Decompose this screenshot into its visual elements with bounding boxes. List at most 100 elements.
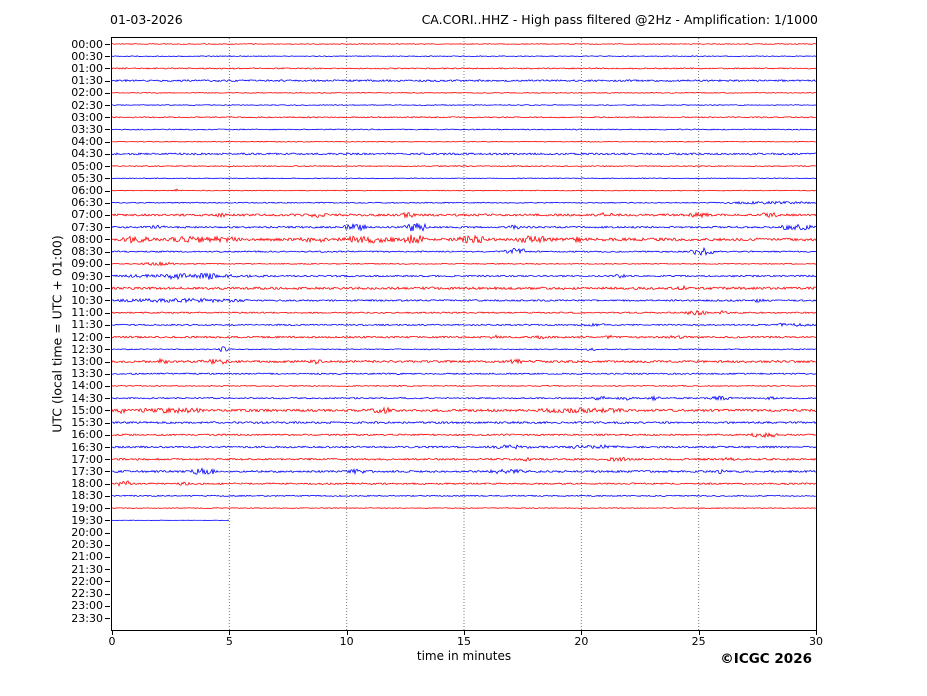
x-tick-label-15: 15	[457, 635, 471, 648]
row-label-02:30: 02:30	[71, 98, 103, 112]
y-tick-11:30	[105, 325, 110, 326]
trace-11:00	[112, 309, 816, 317]
row-label-01:00: 01:00	[71, 61, 103, 75]
row-label-20:30: 20:30	[71, 538, 103, 552]
row-label-17:00: 17:00	[71, 452, 103, 466]
y-tick-14:00	[105, 386, 110, 387]
x-tick-20	[581, 631, 582, 635]
y-tick-23:00	[105, 606, 110, 607]
row-label-03:00: 03:00	[71, 110, 103, 124]
trace-10:30	[112, 297, 816, 304]
row-label-11:00: 11:00	[71, 306, 103, 320]
figure-title: CA.CORI..HHZ - High pass filtered @2Hz -…	[421, 12, 818, 27]
y-tick-00:00	[105, 44, 110, 45]
y-tick-04:00	[105, 142, 110, 143]
trace-02:30	[112, 104, 816, 106]
y-tick-07:00	[105, 215, 110, 216]
y-tick-15:00	[105, 410, 110, 411]
row-label-08:00: 08:00	[71, 232, 103, 246]
trace-18:00	[112, 480, 816, 487]
y-tick-12:00	[105, 337, 110, 338]
trace-12:00	[112, 334, 816, 340]
copyright-text: ©ICGC 2026	[720, 651, 812, 667]
row-label-18:30: 18:30	[71, 489, 103, 503]
trace-11:30	[112, 322, 816, 328]
y-tick-21:00	[105, 557, 110, 558]
trace-01:00	[112, 67, 816, 70]
row-label-19:00: 19:00	[71, 501, 103, 515]
y-tick-16:00	[105, 435, 110, 436]
row-label-03:30: 03:30	[71, 122, 103, 136]
row-label-09:30: 09:30	[71, 269, 103, 283]
trace-18:30	[112, 494, 816, 498]
row-label-22:00: 22:00	[71, 574, 103, 588]
row-label-08:30: 08:30	[71, 245, 103, 259]
row-label-15:00: 15:00	[71, 403, 103, 417]
trace-17:00	[112, 456, 816, 463]
row-label-21:00: 21:00	[71, 550, 103, 564]
row-label-02:00: 02:00	[71, 86, 103, 100]
y-tick-08:30	[105, 252, 110, 253]
trace-15:00	[112, 406, 816, 415]
row-label-14:30: 14:30	[71, 391, 103, 405]
y-tick-06:30	[105, 203, 110, 204]
trace-07:00	[112, 211, 816, 219]
y-tick-15:30	[105, 423, 110, 424]
y-tick-09:00	[105, 264, 110, 265]
row-label-17:30: 17:30	[71, 464, 103, 478]
y-tick-22:30	[105, 594, 110, 595]
y-tick-19:00	[105, 508, 110, 509]
row-label-05:00: 05:00	[71, 159, 103, 173]
trace-06:30	[112, 200, 816, 205]
row-label-12:30: 12:30	[71, 342, 103, 356]
row-label-07:30: 07:30	[71, 220, 103, 234]
trace-01:30	[112, 78, 816, 83]
trace-04:00	[112, 140, 816, 143]
y-tick-18:00	[105, 484, 110, 485]
row-label-18:00: 18:00	[71, 477, 103, 491]
trace-13:00	[112, 357, 816, 366]
trace-05:30	[112, 177, 816, 180]
trace-10:00	[112, 284, 816, 291]
y-tick-04:30	[105, 154, 110, 155]
row-label-05:30: 05:30	[71, 171, 103, 185]
x-tick-15	[464, 631, 465, 635]
y-tick-20:00	[105, 533, 110, 534]
y-tick-09:30	[105, 276, 110, 277]
trace-13:30	[112, 372, 816, 376]
y-tick-00:30	[105, 56, 110, 57]
y-tick-21:30	[105, 569, 110, 570]
y-tick-19:30	[105, 520, 110, 521]
row-label-15:30: 15:30	[71, 416, 103, 430]
y-tick-06:00	[105, 191, 110, 192]
trace-03:30	[112, 128, 816, 131]
row-label-10:00: 10:00	[71, 281, 103, 295]
row-label-01:30: 01:30	[71, 74, 103, 88]
y-tick-13:30	[105, 374, 110, 375]
plot-area	[111, 37, 817, 631]
trace-06:00	[112, 188, 816, 192]
row-label-06:30: 06:30	[71, 196, 103, 210]
y-tick-17:30	[105, 471, 110, 472]
row-label-22:30: 22:30	[71, 587, 103, 601]
y-tick-22:00	[105, 581, 110, 582]
x-tick-30	[816, 631, 817, 635]
trace-04:30	[112, 152, 816, 156]
row-label-10:30: 10:30	[71, 293, 103, 307]
y-tick-02:30	[105, 105, 110, 106]
row-label-20:00: 20:00	[71, 526, 103, 540]
trace-05:00	[112, 165, 816, 168]
trace-14:30	[112, 395, 816, 402]
row-label-04:30: 04:30	[71, 147, 103, 161]
y-tick-13:00	[105, 362, 110, 363]
row-label-19:30: 19:30	[71, 513, 103, 527]
row-label-13:30: 13:30	[71, 367, 103, 381]
y-tick-11:00	[105, 313, 110, 314]
y-tick-20:30	[105, 545, 110, 546]
trace-19:00	[112, 507, 816, 509]
y-tick-03:30	[105, 129, 110, 130]
trace-08:00	[112, 234, 816, 245]
x-axis-title: time in minutes	[416, 649, 512, 663]
y-tick-17:00	[105, 459, 110, 460]
